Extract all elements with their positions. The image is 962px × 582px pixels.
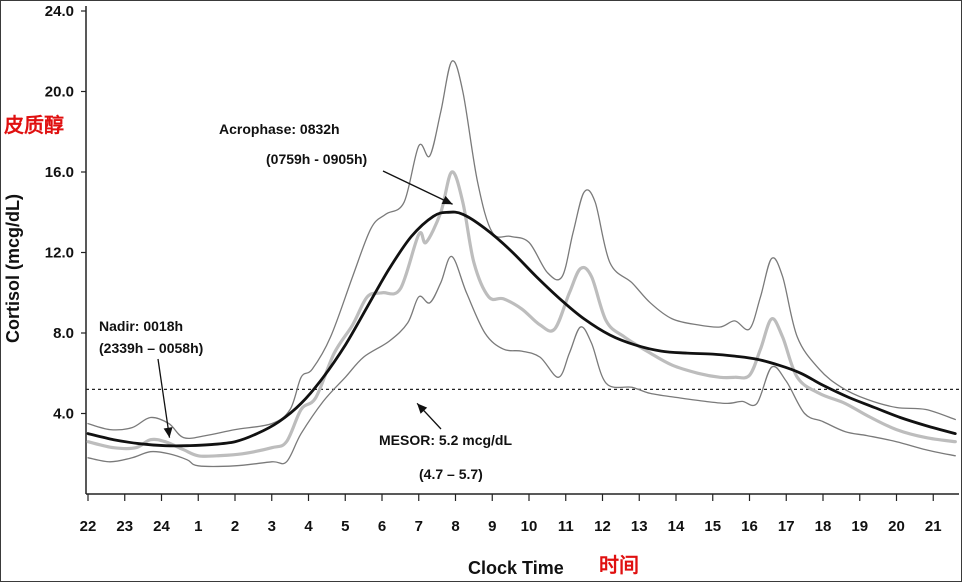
mesor-label: MESOR: 5.2 mcg/dL — [379, 432, 512, 448]
x-tick-label: 15 — [704, 518, 721, 535]
x-tick-label: 3 — [268, 518, 276, 535]
y-tick-label: 16.0 — [45, 164, 74, 181]
mesor-range: (4.7 – 5.7) — [419, 466, 483, 482]
x-axis-title: Clock Time — [468, 558, 564, 578]
x-tick-label: 23 — [116, 518, 133, 535]
x-tick-label: 20 — [888, 518, 905, 535]
x-tick-label: 6 — [378, 518, 386, 535]
acrophase-label: Acrophase: 0832h — [219, 121, 340, 137]
nadir-arrow-line — [157, 358, 171, 438]
nadir-arrow-head — [163, 427, 173, 438]
series-line-lower-bound — [87, 255, 956, 468]
nadir-label: Nadir: 0018h — [99, 318, 183, 334]
acrophase-range: (0759h - 0905h) — [266, 151, 367, 167]
y-ticks: 4.0 8.0 12.0 16.0 20.0 24.0 — [45, 3, 86, 423]
x-tick-label: 18 — [815, 518, 832, 535]
y-tick-label: 20.0 — [45, 84, 74, 101]
y-tick-label: 4.0 — [53, 406, 74, 423]
y-tick-label: 12.0 — [45, 245, 74, 262]
x-tick-label: 12 — [594, 518, 611, 535]
series-line-mean-observed — [86, 170, 957, 458]
x-tick-label: 19 — [851, 518, 868, 535]
x-ticks: 22 23 24 1 2 3 4 5 6 7 8 9 10 11 12 13 14 15 16 17 18 19 20 21 — [80, 494, 942, 535]
x-tick-label: 10 — [521, 518, 538, 535]
x-tick-label: 16 — [741, 518, 758, 535]
x-tick-label: 1 — [194, 518, 202, 535]
x-tick-label: 17 — [778, 518, 795, 535]
series-line-upper-bound — [87, 60, 956, 440]
series-line-fitted-rhythm — [86, 210, 957, 448]
x-tick-label: 14 — [668, 518, 685, 535]
series-layer — [86, 60, 957, 468]
y-tick-label: 24.0 — [45, 3, 74, 20]
x-tick-label: 13 — [631, 518, 648, 535]
x-tick-label: 7 — [415, 518, 423, 535]
x-axis-title-cn: 时间 — [599, 553, 639, 577]
x-tick-label: 9 — [488, 518, 496, 535]
x-tick-label: 4 — [304, 518, 313, 535]
y-axis-title-cn: 皮质醇 — [4, 113, 64, 137]
x-tick-label: 24 — [153, 518, 170, 535]
y-axis-title: Cortisol (mcg/dL) — [3, 194, 23, 343]
x-tick-label: 2 — [231, 518, 239, 535]
annotation-arrows — [157, 170, 453, 438]
y-tick-label: 8.0 — [53, 325, 74, 342]
acrophase-arrow-line — [382, 170, 453, 205]
x-tick-label: 21 — [925, 518, 942, 535]
mesor-arrow-head — [417, 403, 428, 414]
nadir-range: (2339h – 0058h) — [99, 340, 203, 356]
acrophase-arrow-head — [441, 195, 453, 205]
x-tick-label: 22 — [80, 518, 97, 535]
x-tick-label: 11 — [558, 518, 574, 535]
x-tick-label: 8 — [451, 518, 459, 535]
x-tick-label: 5 — [341, 518, 349, 535]
